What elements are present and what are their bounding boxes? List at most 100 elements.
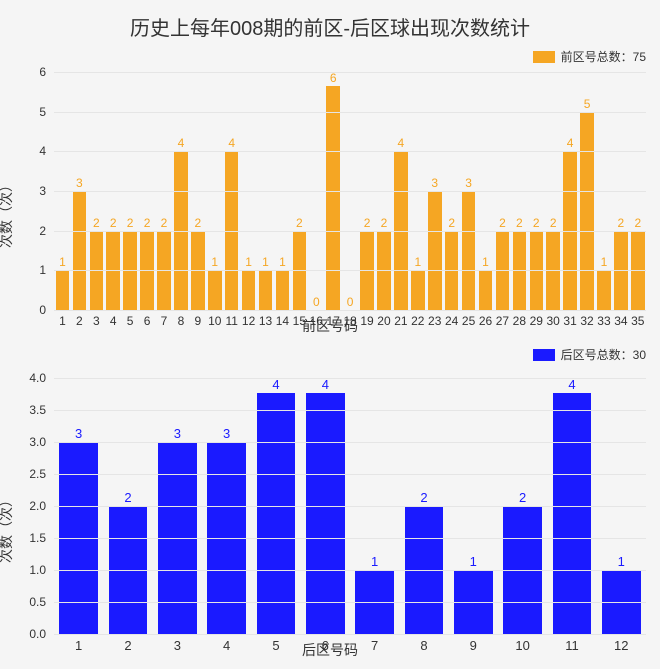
xtick: 4 — [223, 638, 230, 653]
plot-area-front: 1132232425262748291104111121131142150166… — [54, 72, 646, 310]
bar-value-label: 2 — [296, 217, 303, 229]
ytick: 0 — [39, 303, 46, 317]
bar-value-label: 2 — [110, 217, 117, 229]
xtick: 9 — [470, 638, 477, 653]
ytick: 3.0 — [29, 435, 46, 449]
bar-value-label: 2 — [381, 217, 388, 229]
bar — [259, 270, 273, 310]
xtick: 21 — [394, 314, 407, 328]
bar-value-label: 2 — [124, 491, 131, 504]
xtick: 31 — [563, 314, 576, 328]
gridline — [54, 191, 646, 192]
bar-value-label: 2 — [93, 217, 100, 229]
bar-value-label: 3 — [76, 177, 83, 189]
bar — [276, 270, 290, 310]
bar-value-label: 1 — [414, 256, 421, 268]
bar-value-label: 1 — [371, 555, 378, 568]
ylabel-front: 次数（次） — [0, 178, 16, 248]
gridline — [54, 634, 646, 635]
xtick: 26 — [479, 314, 492, 328]
gridline — [54, 151, 646, 152]
xtick: 1 — [75, 638, 82, 653]
legend-text-back: 后区号总数：30 — [561, 346, 646, 363]
bar-value-label: 1 — [279, 256, 286, 268]
bar — [73, 191, 87, 310]
xtick: 10 — [515, 638, 529, 653]
xtick: 3 — [174, 638, 181, 653]
bar-value-label: 3 — [223, 427, 230, 440]
xtick: 3 — [93, 314, 100, 328]
bar — [428, 191, 442, 310]
xtick: 8 — [178, 314, 185, 328]
xtick: 2 — [76, 314, 83, 328]
ytick: 0.0 — [29, 627, 46, 641]
ytick: 3.5 — [29, 403, 46, 417]
xtick: 25 — [462, 314, 475, 328]
xtick: 28 — [513, 314, 526, 328]
chart-front: 次数（次） 1132232425262748291104111121131142… — [0, 72, 660, 334]
bar — [257, 393, 295, 634]
ytick: 3 — [39, 184, 46, 198]
xtick: 22 — [411, 314, 424, 328]
bar-value-label: 2 — [533, 217, 540, 229]
xtick: 13 — [259, 314, 272, 328]
bar-value-label: 2 — [519, 491, 526, 504]
ylabel-back: 次数（次） — [0, 493, 16, 563]
bar — [553, 393, 591, 634]
chart-back: 次数（次） 312233344546172819210411112 0.00.5… — [0, 378, 660, 658]
ytick: 1.5 — [29, 531, 46, 545]
xtick: 5 — [127, 314, 134, 328]
xtick: 9 — [194, 314, 201, 328]
bar-value-label: 1 — [482, 256, 489, 268]
xtick: 19 — [360, 314, 373, 328]
xtick: 14 — [276, 314, 289, 328]
bar — [56, 270, 70, 310]
bar — [326, 86, 340, 310]
xtick: 12 — [614, 638, 628, 653]
legend-back: 后区号总数：30 — [533, 346, 646, 363]
xtick: 7 — [371, 638, 378, 653]
bar-value-label: 2 — [127, 217, 134, 229]
bar-value-label: 1 — [601, 256, 608, 268]
bar-value-label: 4 — [568, 378, 575, 391]
ytick: 6 — [39, 65, 46, 79]
gridline — [54, 602, 646, 603]
bar-value-label: 2 — [194, 217, 201, 229]
gridline — [54, 474, 646, 475]
xtick: 5 — [272, 638, 279, 653]
legend-swatch-front — [533, 51, 555, 63]
ytick: 4 — [39, 144, 46, 158]
bar-value-label: 1 — [470, 555, 477, 568]
bar-value-label: 2 — [144, 217, 151, 229]
xtick: 2 — [124, 638, 131, 653]
gridline — [54, 378, 646, 379]
bar-value-label: 4 — [398, 137, 405, 149]
bar-value-label: 2 — [499, 217, 506, 229]
bar-value-label: 0 — [313, 296, 320, 308]
xtick: 27 — [496, 314, 509, 328]
xtick: 20 — [377, 314, 390, 328]
xtick: 6 — [144, 314, 151, 328]
bar-value-label: 2 — [364, 217, 371, 229]
xtick: 12 — [242, 314, 255, 328]
bar-value-label: 6 — [330, 72, 337, 84]
bar — [597, 270, 611, 310]
xtick: 29 — [530, 314, 543, 328]
ytick: 2.0 — [29, 499, 46, 513]
xtick: 32 — [580, 314, 593, 328]
ytick: 4.0 — [29, 371, 46, 385]
bar — [580, 112, 594, 310]
xtick: 35 — [631, 314, 644, 328]
xtick: 34 — [614, 314, 627, 328]
bar-value-label: 2 — [448, 217, 455, 229]
bar-value-label: 3 — [174, 427, 181, 440]
legend-front: 前区号总数：75 — [533, 48, 646, 65]
gridline — [54, 506, 646, 507]
ytick: 5 — [39, 105, 46, 119]
bar-value-label: 0 — [347, 296, 354, 308]
xtick: 8 — [420, 638, 427, 653]
bar-value-label: 4 — [322, 378, 329, 391]
ytick: 1 — [39, 263, 46, 277]
xtick: 4 — [110, 314, 117, 328]
ytick: 0.5 — [29, 595, 46, 609]
